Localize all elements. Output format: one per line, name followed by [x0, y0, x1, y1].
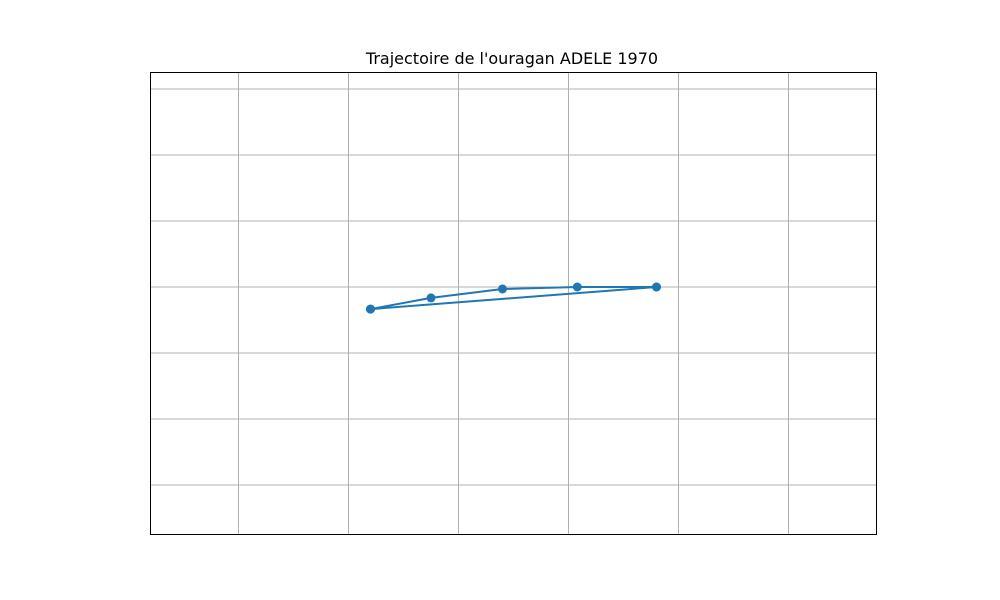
- chart-title: Trajectoire de l'ouragan ADELE 1970: [365, 49, 658, 68]
- track-line-0: [370, 286, 658, 311]
- track-point-2: [498, 284, 507, 294]
- series-layer: [366, 282, 661, 314]
- grid: [150, 72, 877, 535]
- axes-frame: [150, 72, 877, 535]
- track-point-6: [366, 304, 375, 314]
- track-point-5: [652, 282, 661, 292]
- track-point-3: [572, 282, 582, 292]
- track-point-1: [426, 293, 436, 303]
- plot-area: [150, 72, 877, 535]
